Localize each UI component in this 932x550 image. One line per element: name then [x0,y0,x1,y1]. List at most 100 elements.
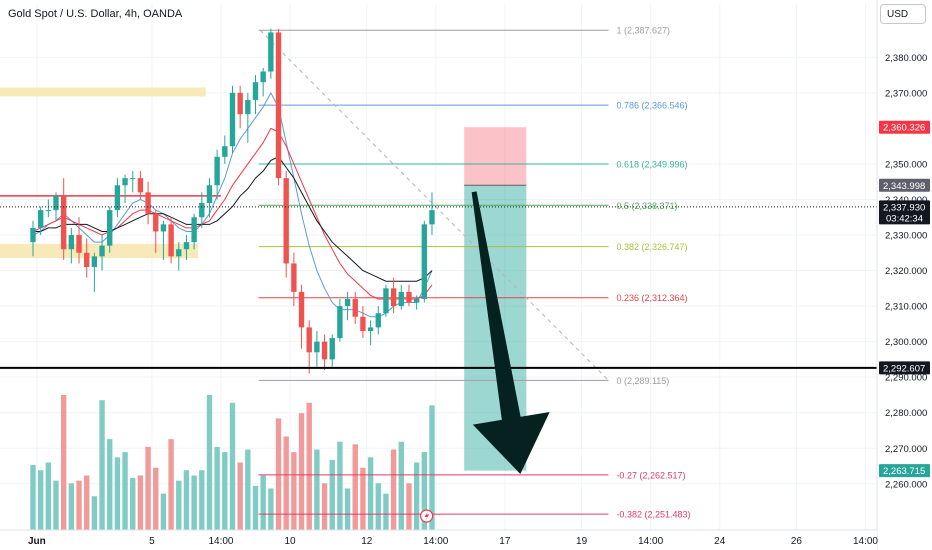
currency-button[interactable]: USD [880,4,926,24]
volume-bar [130,478,136,530]
candle-body [344,298,351,307]
candle-body [183,242,190,250]
x-tick-label: 14:00 [638,536,663,547]
x-tick-label: 24 [714,536,726,547]
volume-bar [214,446,220,530]
volume-bar [137,475,144,530]
fib-level-label: -0.382 (2,251.483) [616,510,690,520]
fib-trend-line [259,29,609,381]
volume-bar [329,459,335,530]
candle-body [252,82,259,100]
volume-bar [275,418,282,530]
y-tick-label: 2,310.000 [885,302,927,313]
volume-bar [375,483,381,530]
y-tick-label: 2,290.000 [885,373,927,384]
candle-body [168,224,174,257]
volume-bar [91,496,98,530]
volume-bar [37,470,44,530]
candle-body [268,32,274,72]
volume-bar [252,485,259,530]
volume-bar [30,465,36,530]
candle-body [176,249,182,257]
candle-body [84,252,90,267]
stop-loss-zone[interactable] [464,127,527,186]
candle-body [60,195,67,250]
event-marker-icon[interactable] [420,509,434,523]
candle-body [122,178,128,186]
price-label-box [879,200,930,225]
candle-body [390,288,397,307]
price-label: 2,343.998 [879,178,930,192]
volume-bar [76,480,82,530]
moving-average-line [32,127,433,300]
volume-bar [168,439,174,530]
candle-body [130,178,136,180]
candle-body [91,256,98,267]
volume-bar [122,452,128,530]
volume-bar [360,467,366,530]
candle-body [229,92,236,147]
volume-bar [429,405,435,530]
candle-body [260,71,266,83]
volume-bar [421,452,427,530]
candle-body [329,338,335,360]
fib-level-label: 0.618 (2,349.996) [616,159,687,169]
candle-body [222,146,228,157]
down-arrow-icon[interactable] [471,191,550,474]
price-label-text: 2,263.715 [883,466,925,477]
price-label: 2,263.715 [879,464,930,478]
volume-bar [268,488,274,530]
y-tick-label: 2,380.000 [885,53,927,64]
candle-body [360,316,366,331]
candle-body [191,217,197,243]
volume-bar [413,462,420,530]
candle-body [314,341,320,353]
candle-body [291,263,297,292]
volume-bar [390,449,397,530]
demand-zone [0,243,198,259]
volume-bar [337,441,343,530]
candle-body [206,185,213,204]
volume-bar [398,441,404,530]
candle-body [107,210,113,246]
price-label: 2,292.607 [879,361,930,375]
candle-body [53,195,59,211]
time-axis[interactable] [0,530,877,550]
x-tick-label: 14:00 [208,536,233,547]
volume-bar [383,493,389,530]
volume-bar [145,446,151,530]
volume-bar [298,413,305,530]
price-axis[interactable] [877,0,932,550]
y-tick-label: 2,270.000 [885,444,927,455]
volume-bar [367,457,374,530]
candle-body [145,192,151,214]
candle-body [298,291,305,328]
supply-zone [0,87,206,97]
candle-body [153,213,159,232]
moving-average-line [32,91,433,318]
volume-bar [114,457,121,530]
candle-body [237,92,243,115]
y-tick-label: 2,280.000 [885,408,927,419]
candle-body [421,224,427,299]
volume-bar [222,452,228,530]
volume-bar [229,402,236,530]
candle-body [30,227,36,243]
volume-bar [237,462,243,530]
volume-bar [352,444,358,530]
candle-body [114,185,121,211]
fib-level-label: 0.786 (2,366.546) [616,101,687,111]
candle-body [383,288,389,314]
x-tick-label: 10 [284,536,296,547]
volume-bar [53,480,59,530]
volume-bar [291,452,297,530]
price-label: 2,360.326 [879,120,930,134]
x-tick-label: 12 [361,536,373,547]
candle-body [68,235,75,250]
candle-body [321,341,328,360]
x-tick-label: 14:00 [853,536,878,547]
y-tick-label: 2,260.000 [885,479,927,490]
candle-body [337,306,343,339]
